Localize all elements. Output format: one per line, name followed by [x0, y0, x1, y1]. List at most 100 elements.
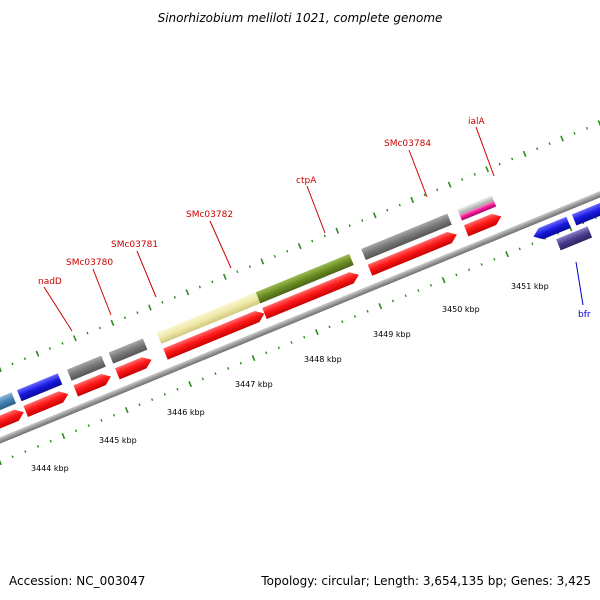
- gc-tick: [560, 135, 564, 142]
- cds-arrow: [262, 272, 359, 320]
- gc-tick: [386, 208, 389, 212]
- gc-tick: [485, 166, 490, 173]
- feature-unlabeled-blue-2: [571, 184, 600, 226]
- leader-line: [575, 261, 584, 306]
- gc-tick: [273, 254, 276, 258]
- gc-tick: [511, 157, 514, 161]
- scale-tick: [531, 242, 534, 246]
- scale-tick: [277, 346, 280, 350]
- gc-tick: [260, 258, 265, 265]
- gc-tick-track: [0, 120, 600, 373]
- cds-arrow: [463, 213, 502, 237]
- scale-tick: [391, 299, 395, 303]
- gene-label-SMc03784: SMc03784: [384, 139, 431, 149]
- feature-SMc03780: [66, 355, 106, 381]
- label-bfr: bfr: [575, 261, 591, 320]
- gc-tick: [11, 362, 14, 366]
- gc-tick: [48, 347, 52, 350]
- gene-label-ctpA: ctpA: [296, 176, 317, 186]
- feature-track-reverse: [533, 184, 600, 251]
- scale-tick: [417, 289, 420, 292]
- gc-tick: [498, 162, 501, 166]
- scale-tick: [61, 432, 66, 440]
- gc-tick: [86, 331, 89, 335]
- genome-backbone: [0, 152, 600, 477]
- scale-label: 3444 kbp: [31, 464, 69, 473]
- gene-label-bfr: bfr: [578, 310, 591, 320]
- scale-tick: [112, 413, 116, 417]
- gc-tick: [23, 357, 27, 361]
- gc-tick: [123, 316, 127, 320]
- label-ialA: ialA: [468, 117, 495, 177]
- gc-tick: [372, 212, 377, 219]
- scale-tick: [518, 247, 521, 251]
- scale-label: 3449 kbp: [373, 330, 411, 339]
- scale-tick-track: [0, 216, 597, 466]
- label-SMc03782: SMc03782: [186, 210, 233, 269]
- gc-tick: [136, 311, 139, 315]
- gene-labels: nadD SMc03780 SMc03781 SMc03782 ctpA SMc…: [38, 117, 591, 332]
- scale-label: 3447 kbp: [235, 380, 273, 389]
- scale-tick: [378, 302, 383, 310]
- gc-tick: [398, 203, 401, 207]
- gc-tick: [185, 289, 190, 296]
- feature-SMc03781: [108, 338, 148, 364]
- scale-tick: [290, 341, 293, 344]
- scale-tick: [265, 351, 268, 355]
- scale-tick: [467, 268, 471, 272]
- gc-tick: [585, 126, 589, 130]
- scale-tick: [366, 309, 369, 313]
- feature-nadD: [17, 373, 63, 402]
- gc-tick: [73, 335, 77, 342]
- gc-tick: [98, 326, 102, 330]
- leader-line: [92, 268, 112, 316]
- scale-tick: [239, 361, 242, 365]
- scale-tick: [151, 398, 154, 401]
- accession-text: Accession: NC_003047: [9, 574, 145, 588]
- scale-tick: [36, 445, 40, 448]
- topology-text: Topology: circular; Length: 3,654,135 bp…: [260, 574, 591, 588]
- gc-tick: [110, 319, 115, 327]
- scale-tick: [74, 429, 78, 433]
- scale-tick: [11, 455, 14, 459]
- scale-label: 3451 kbp: [511, 282, 549, 291]
- gc-tick: [461, 178, 464, 181]
- genome-backbone-group: [0, 152, 600, 477]
- cds-arrow: [23, 391, 69, 417]
- scale-tick: [188, 380, 193, 388]
- scale-tick: [87, 424, 90, 427]
- cds-arrow: [115, 357, 152, 380]
- scale-label: 3446 kbp: [167, 408, 205, 417]
- scale-tick: [251, 354, 256, 362]
- scale-tick: [163, 393, 166, 396]
- scale-tick: [49, 439, 52, 443]
- gc-tick: [148, 304, 152, 311]
- feature-bfr: [556, 226, 593, 251]
- scale-tick: [138, 403, 141, 407]
- gc-tick: [61, 342, 64, 345]
- cds-track: [0, 213, 502, 461]
- scale-label: 3448 kbp: [304, 355, 342, 364]
- gc-tick: [35, 350, 40, 357]
- map-title: Sinorhizobium meliloti 1021, complete ge…: [158, 11, 443, 25]
- scale-label: 3445 kbp: [99, 436, 137, 445]
- gc-tick: [286, 249, 289, 253]
- gc-tick: [361, 219, 364, 222]
- scale-tick: [24, 450, 27, 453]
- gene-label-SMc03780: SMc03780: [66, 258, 113, 268]
- gene-label-SMc03782: SMc03782: [186, 210, 233, 220]
- gc-tick: [297, 242, 302, 250]
- cds-arrow: [73, 373, 111, 397]
- feature-ctpA: [255, 253, 354, 304]
- gc-tick: [473, 173, 476, 176]
- scale-tick: [124, 406, 129, 414]
- scale-tick: [100, 419, 103, 422]
- gc-tick: [410, 196, 415, 204]
- gc-tick: [423, 193, 426, 197]
- gc-tick: [536, 147, 539, 151]
- gc-tick: [548, 142, 551, 146]
- scale-tick: [455, 273, 458, 277]
- gc-tick: [198, 285, 201, 289]
- leader-line: [408, 149, 428, 198]
- feature-track-forward: [0, 195, 497, 445]
